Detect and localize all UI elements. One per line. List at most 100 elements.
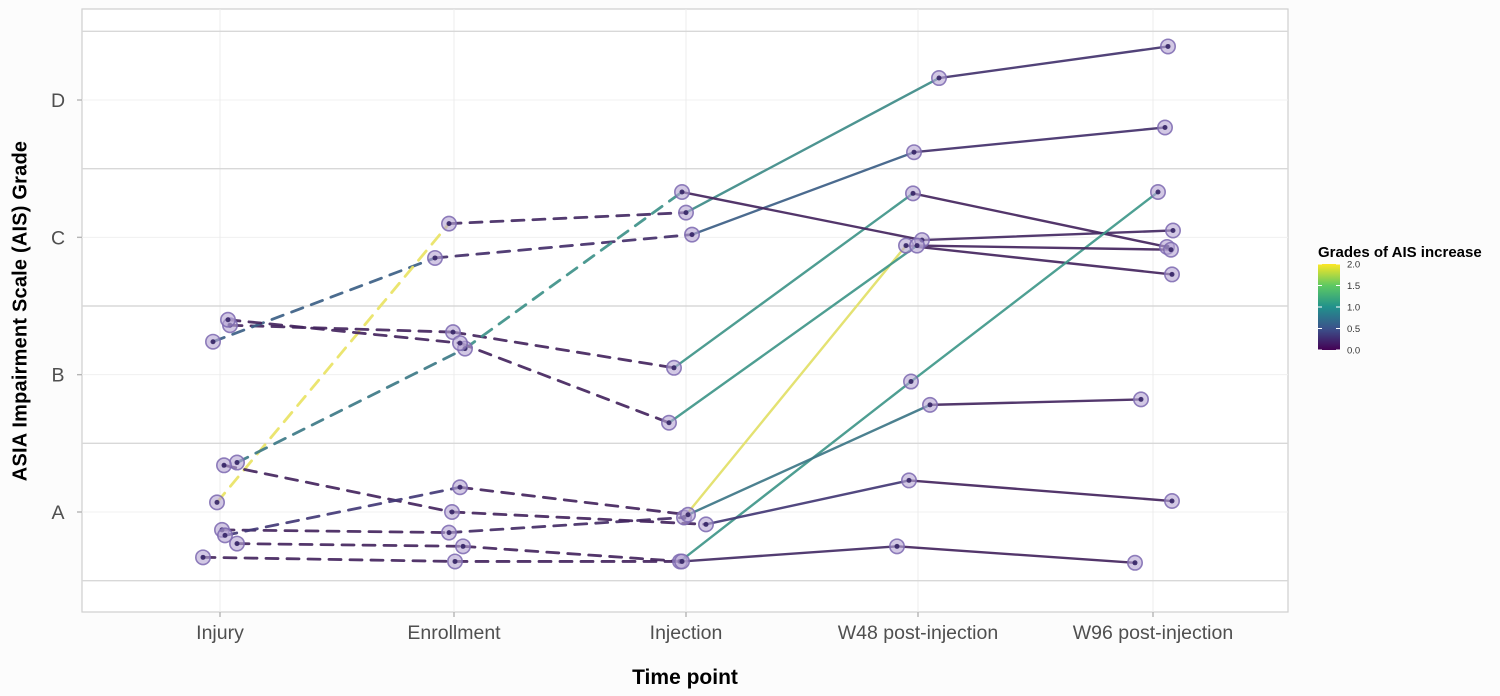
- x-tick-label: Injury: [196, 622, 244, 644]
- data-point-core: [452, 558, 458, 564]
- data-point-core: [911, 149, 917, 155]
- data-point-core: [225, 317, 231, 323]
- legend-tick-label: 1.5: [1347, 281, 1360, 292]
- trajectory-segment: [915, 244, 1173, 251]
- data-point-core: [1155, 189, 1161, 195]
- trajectory-segment: [928, 398, 1143, 407]
- x-tick-label: W96 post-injection: [1073, 622, 1233, 644]
- trajectory-segment: [447, 211, 688, 226]
- data-point-core: [666, 420, 672, 426]
- data-point-core: [683, 210, 689, 216]
- trajectory-segment: [686, 403, 932, 516]
- data-point-core: [446, 221, 452, 227]
- data-point-core: [679, 189, 685, 195]
- trajectory-segment: [228, 323, 455, 334]
- data-point-core: [446, 530, 452, 536]
- trajectory-segment: [704, 479, 911, 526]
- data-point-core: [450, 329, 456, 335]
- data-point-core: [685, 512, 691, 518]
- x-axis-title: Time point: [632, 666, 738, 689]
- y-axis-title: ASIA Impairment Scale (AIS) Grade: [9, 140, 32, 482]
- legend-colorbar: [1318, 264, 1340, 350]
- data-point-core: [449, 509, 455, 515]
- trajectory-segment: [909, 190, 1160, 383]
- data-point-core: [214, 499, 220, 505]
- y-tick-label: B: [51, 365, 64, 387]
- legend-tick-label: 2.0: [1347, 260, 1360, 271]
- data-point-core: [906, 477, 912, 483]
- trajectory-segment: [223, 485, 462, 537]
- data-point-core: [927, 402, 933, 408]
- trajectory-segment: [463, 190, 684, 350]
- data-point-core: [210, 339, 216, 345]
- data-point-core: [234, 460, 240, 466]
- trajectory-segment: [678, 380, 913, 563]
- x-tick-label: W48 post-injection: [838, 622, 998, 644]
- trajectory-segment: [235, 347, 467, 464]
- legend-tick-label: 0.0: [1347, 346, 1360, 357]
- trajectory-segment: [667, 244, 919, 424]
- data-point-core: [914, 243, 920, 249]
- x-tick-label: Injection: [650, 622, 723, 644]
- trajectory-segment: [450, 510, 708, 526]
- data-point-core: [671, 365, 677, 371]
- data-point-core: [679, 558, 685, 564]
- trajectory-segment: [672, 192, 915, 370]
- trajectory-segment: [226, 318, 462, 345]
- data-point-core: [903, 243, 909, 249]
- data-point-core: [910, 190, 916, 196]
- trajectory-segment: [433, 233, 694, 260]
- data-point-core: [1162, 124, 1168, 130]
- data-point-core: [1168, 247, 1174, 253]
- data-point-core: [1169, 271, 1175, 277]
- data-point-core: [1165, 43, 1171, 49]
- trajectory-segment: [201, 555, 457, 563]
- y-tick-label: A: [51, 502, 64, 524]
- x-tick-label: Enrollment: [407, 622, 501, 644]
- data-point-core: [432, 255, 438, 261]
- trajectory-segment: [920, 229, 1175, 242]
- data-point-core: [460, 543, 466, 549]
- legend-tick-label: 0.5: [1347, 324, 1360, 335]
- data-point-core: [936, 75, 942, 81]
- data-point-core: [200, 554, 206, 560]
- trajectory-segment: [895, 545, 1137, 565]
- y-tick-label: D: [51, 90, 65, 112]
- trajectory-segment: [215, 222, 451, 504]
- data-point-core: [894, 543, 900, 549]
- trajectory-segment: [211, 256, 437, 344]
- trajectory-segment: [682, 244, 908, 519]
- data-point-core: [1138, 396, 1144, 402]
- trajectory-segment: [912, 126, 1167, 154]
- data-point-core: [222, 532, 228, 538]
- data-point-core: [1170, 227, 1176, 233]
- trajectory-segment: [907, 479, 1174, 503]
- trajectory-segment: [458, 485, 690, 517]
- trajectory-segment: [690, 150, 916, 236]
- trajectory-segment: [680, 545, 899, 563]
- data-point-core: [1132, 560, 1138, 566]
- legend-title: Grades of AIS increase: [1318, 244, 1482, 261]
- trajectory-segment: [222, 463, 454, 514]
- data-point-core: [457, 340, 463, 346]
- data-point-core: [1169, 498, 1175, 504]
- trajectory-segment: [235, 542, 465, 548]
- legend-tick-label: 1.0: [1347, 303, 1360, 314]
- data-point-core: [908, 379, 914, 385]
- data-point-core: [689, 232, 695, 238]
- trajectory-segment: [461, 544, 684, 563]
- trajectory-segment: [451, 330, 676, 370]
- data-point-core: [457, 484, 463, 490]
- data-point-core: [703, 521, 709, 527]
- trajectory-segment: [904, 244, 1174, 276]
- data-point-core: [221, 462, 227, 468]
- trajectory-segment: [937, 45, 1170, 80]
- trajectory-segment: [458, 341, 671, 425]
- trajectory-segment: [684, 76, 941, 214]
- trajectory-segment: [680, 190, 924, 242]
- y-tick-label: C: [51, 227, 65, 249]
- trajectory-segment: [911, 192, 1169, 249]
- trajectory-segment: [220, 528, 451, 534]
